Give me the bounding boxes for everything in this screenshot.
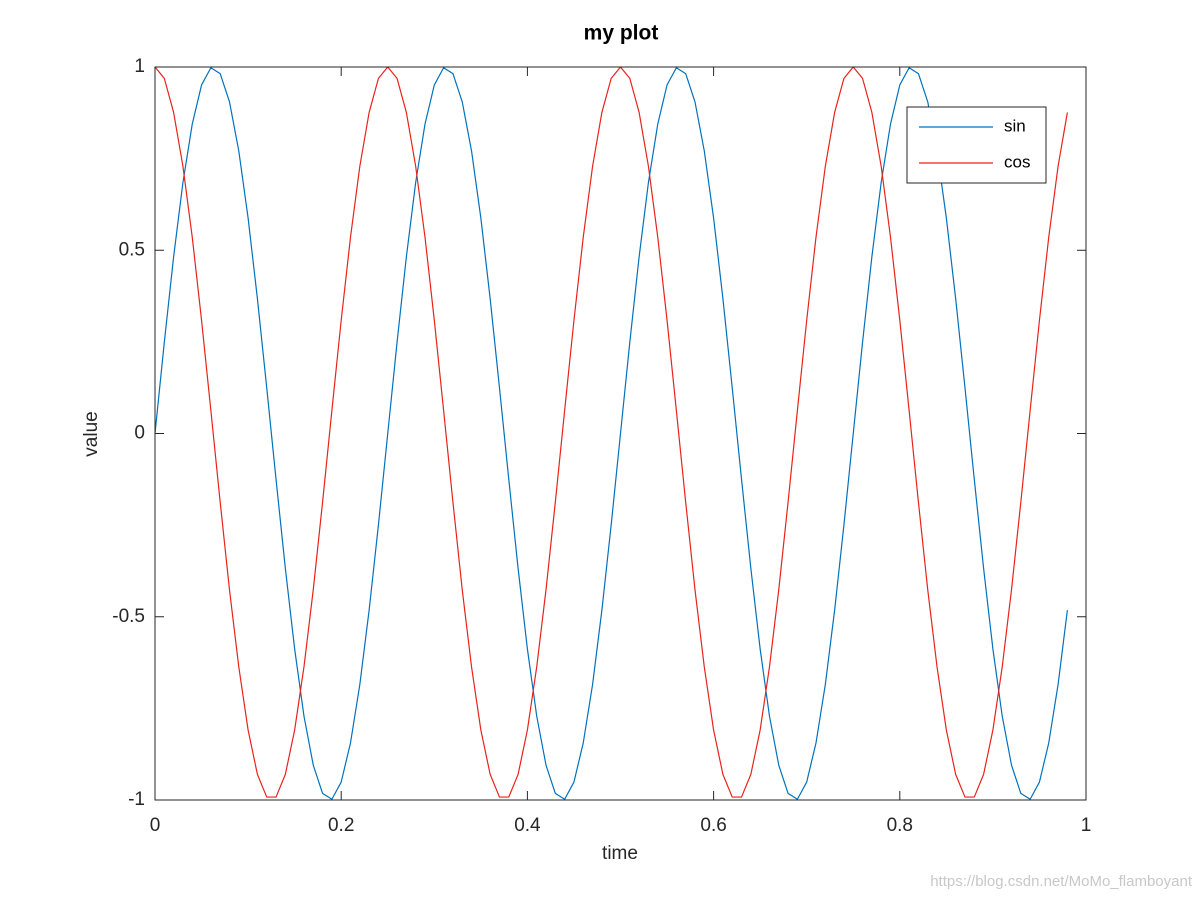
legend-box xyxy=(906,106,1047,184)
x-tick-label: 1 xyxy=(1081,815,1092,836)
y-tick-label: 1 xyxy=(134,56,145,77)
legend-label: sin xyxy=(1004,116,1026,135)
y-tick-label: 0.5 xyxy=(119,239,145,260)
legend-label: cos xyxy=(1004,152,1030,171)
legend: sin cos xyxy=(906,106,1047,184)
x-tick-label: 0.6 xyxy=(700,815,726,836)
y-tick-label: -1 xyxy=(128,789,145,810)
x-tick-label: 0 xyxy=(150,815,161,836)
watermark: https://blog.csdn.net/MoMo_flamboyant xyxy=(930,873,1193,890)
y-axis-label: value xyxy=(81,411,102,456)
x-tick-label: 0.8 xyxy=(887,815,913,836)
x-tick-label: 0.4 xyxy=(514,815,541,836)
x-tick-label: 0.2 xyxy=(328,815,354,836)
line-series xyxy=(154,67,1068,800)
x-axis-label: time xyxy=(602,843,638,864)
chart-title: my plot xyxy=(584,22,659,45)
axes-box xyxy=(154,66,1087,801)
line-series xyxy=(154,66,1068,798)
y-tick-label: 0 xyxy=(134,423,145,444)
y-tick-label: -0.5 xyxy=(112,606,145,627)
